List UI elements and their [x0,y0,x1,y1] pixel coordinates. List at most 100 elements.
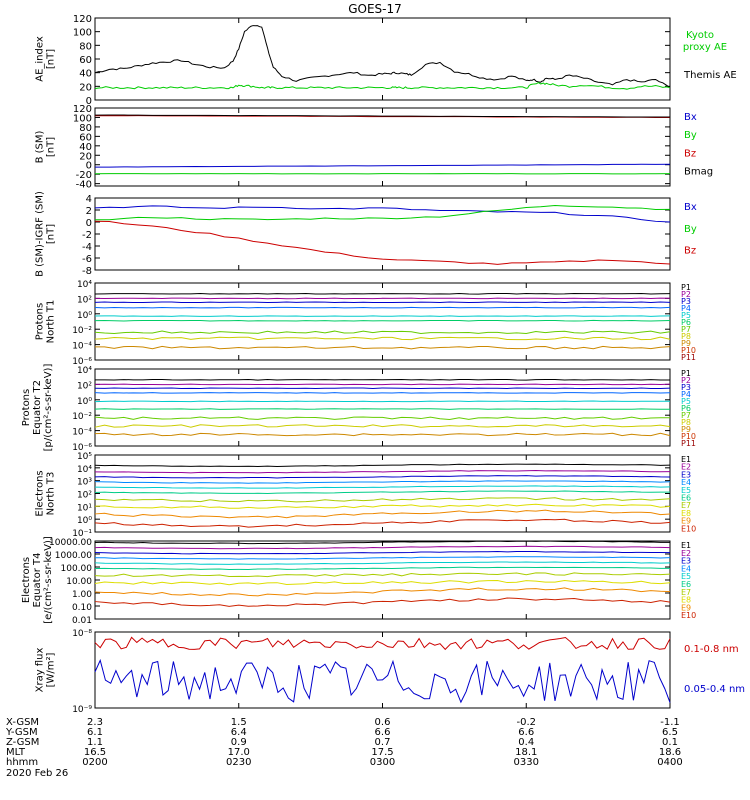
channel-label: P8 [681,332,691,341]
y-tick-label: 20 [79,151,92,162]
channel-label: E2 [681,549,691,558]
series-line [94,25,671,89]
bottom-value: 1.5 [231,717,247,728]
legend-label: By [684,224,697,235]
y-tick-label: 2 [86,206,92,217]
channel-label: P11 [681,353,696,362]
bottom-value: 0.1 [662,737,678,748]
channel-line [94,497,671,503]
channel-label: E5 [681,486,691,495]
y-tick-label: 40 [79,69,92,80]
channel-line [94,480,671,484]
series-line [94,658,671,704]
channel-label: E10 [681,611,696,620]
y-axis-label: Xray flux[W/m²] [35,648,57,693]
legend-label: 0.05-0.4 nm [684,684,745,695]
bottom-row-label: Z-GSM [6,737,39,748]
channel-line [94,315,671,317]
channel-label: P5 [681,397,691,406]
y-tick-label: -4 [82,242,92,253]
date-label: 2020 Feb 26 [6,768,68,779]
bottom-value: 0.4 [518,737,534,748]
channel-line [94,550,671,555]
bottom-row-label: hhmm [6,757,38,768]
y-tick-label: 10⁻² [72,412,92,422]
bottom-value: -1.1 [660,717,680,728]
channel-line [94,408,671,410]
channel-label: E7 [681,588,691,597]
channel-line [94,330,671,334]
y-tick-label: 10⁴ [77,366,92,376]
bottom-value: 17.5 [371,747,393,758]
channel-line [94,432,671,437]
y-tick-label: 10.00 [66,577,92,587]
y-tick-label: 10⁻⁶ [72,443,92,453]
bottom-value: 0300 [370,757,395,768]
y-tick-label: 4 [86,194,92,205]
bottom-value: 6.5 [662,727,678,738]
y-tick-label: 100.00 [61,564,93,574]
channel-label: E4 [681,564,691,573]
channel-line [94,518,671,528]
y-tick-label: 10⁰ [77,516,92,526]
bottom-value: 0230 [226,757,251,768]
panel-frame [94,107,671,187]
y-tick-label: 0 [86,161,92,172]
bottom-row-label: X-GSM [6,717,39,728]
legend-label: Bz [684,246,696,257]
channel-label: P9 [681,425,691,434]
channel-label: P10 [681,346,696,355]
channel-label: P7 [681,325,691,334]
y-tick-label: 10000.00 [49,538,92,548]
channel-label: E8 [681,509,691,518]
y-tick-label: 10⁻⁸ [72,629,92,639]
y-tick-label: 80 [79,123,92,134]
legend-label: By [684,130,697,141]
y-tick-label: 10⁻⁹ [72,705,92,715]
y-tick-label: 10⁰ [77,397,92,407]
channel-line [94,345,671,350]
y-axis-label: ProtonsNorth T1 [35,300,57,344]
channel-label: E7 [681,501,691,510]
channel-label: P7 [681,411,691,420]
channel-label: P11 [681,439,696,448]
channel-line [94,392,671,394]
series-line [94,205,671,223]
channel-line [94,485,671,489]
bottom-value: 0200 [82,757,107,768]
y-tick-label: 120 [73,104,92,115]
bottom-value: 0.7 [375,737,391,748]
channel-label: P6 [681,404,691,413]
bottom-value: 0330 [514,757,539,768]
series-line [94,636,671,651]
y-tick-label: 10⁻⁶ [72,357,92,367]
channel-label: P4 [681,390,691,399]
y-tick-label: -2 [82,230,92,241]
channel-label: P9 [681,339,691,348]
channel-line [94,556,671,560]
series-line [94,205,671,221]
y-tick-label: 0 [86,96,92,107]
bottom-value: 0.6 [375,717,391,728]
series-line [94,114,671,118]
y-tick-label: 10⁻² [72,326,92,336]
bottom-value: 0.9 [231,737,247,748]
panel-e_t3: 10⁻¹ 10⁰ 10¹ 10² 10³ 10⁴ 10⁵ ElectronsNorth T3 E… [35,452,697,539]
bottom-value: 1.1 [87,737,103,748]
panel-ae: 0 20 40 60 80 100 120 AE_index[nT] Themis AE Kyot… [35,14,737,107]
channel-line [94,579,671,586]
y-tick-label: 10¹ [77,503,92,513]
channel-line [94,561,671,565]
y-axis-label: B (SM)-IGRF (SM)[nT] [35,191,57,277]
bottom-value: 6.6 [518,727,534,738]
y-tick-label: 20 [79,82,92,93]
channel-line [94,297,671,300]
y-tick-label: 10² [77,381,92,391]
channel-line [94,292,671,295]
y-tick-label: 0.01 [72,616,92,626]
channel-line [94,319,671,322]
panel-xray: 10⁻⁹ 10⁻⁸ Xray flux[W/m²] 0.1-0.8 nm 0.05-0.… [35,629,746,715]
